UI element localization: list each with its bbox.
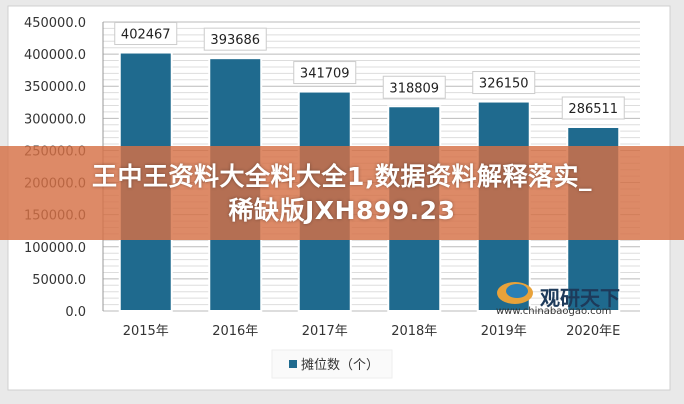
watermark-name: 观研天下 — [540, 286, 620, 310]
x-tick-label: 2019年 — [481, 324, 527, 339]
x-tick-label: 2016年 — [212, 324, 258, 339]
y-tick-label: 350000.0 — [24, 80, 86, 95]
x-tick-label: 2018年 — [391, 324, 437, 339]
data-label-box — [203, 27, 267, 51]
data-label: 402467 — [121, 28, 171, 43]
y-tick-label: 50000.0 — [32, 273, 86, 288]
y-tick-label: 400000.0 — [24, 48, 86, 63]
x-tick-label: 2017年 — [302, 324, 348, 339]
legend-label: 摊位数（个） — [301, 358, 379, 373]
overlay-banner — [0, 146, 684, 240]
y-tick-label: 100000.0 — [24, 241, 86, 256]
y-tick-label: 0.0 — [65, 305, 86, 320]
overlay-title: 王中王资料大全料大全1,数据资料解释落实_ 稀缺版JXH899.23 — [0, 160, 684, 228]
watermark-logo-icon — [497, 282, 533, 304]
data-label-box — [382, 75, 446, 99]
data-label: 318809 — [389, 81, 439, 96]
overlay-line-2: 稀缺版JXH899.23 — [228, 196, 456, 225]
y-tick-label: 300000.0 — [24, 112, 86, 127]
data-label-box — [472, 71, 536, 95]
data-label: 286511 — [568, 102, 618, 117]
y-tick-label: 450000.0 — [24, 16, 86, 31]
data-label: 341709 — [300, 67, 350, 82]
overlay-line-1: 王中王资料大全料大全1,数据资料解释落实_ — [92, 162, 592, 191]
legend-swatch — [289, 360, 297, 368]
x-tick-label: 2015年 — [123, 324, 169, 339]
x-tick-label: 2020年E — [566, 324, 620, 339]
watermark-url: www.chinabaogao.com — [496, 306, 612, 317]
data-label-box — [114, 22, 178, 46]
data-label-box — [561, 96, 625, 120]
data-label: 393686 — [210, 33, 260, 48]
data-label: 326150 — [479, 77, 529, 92]
data-label-box — [293, 61, 357, 85]
